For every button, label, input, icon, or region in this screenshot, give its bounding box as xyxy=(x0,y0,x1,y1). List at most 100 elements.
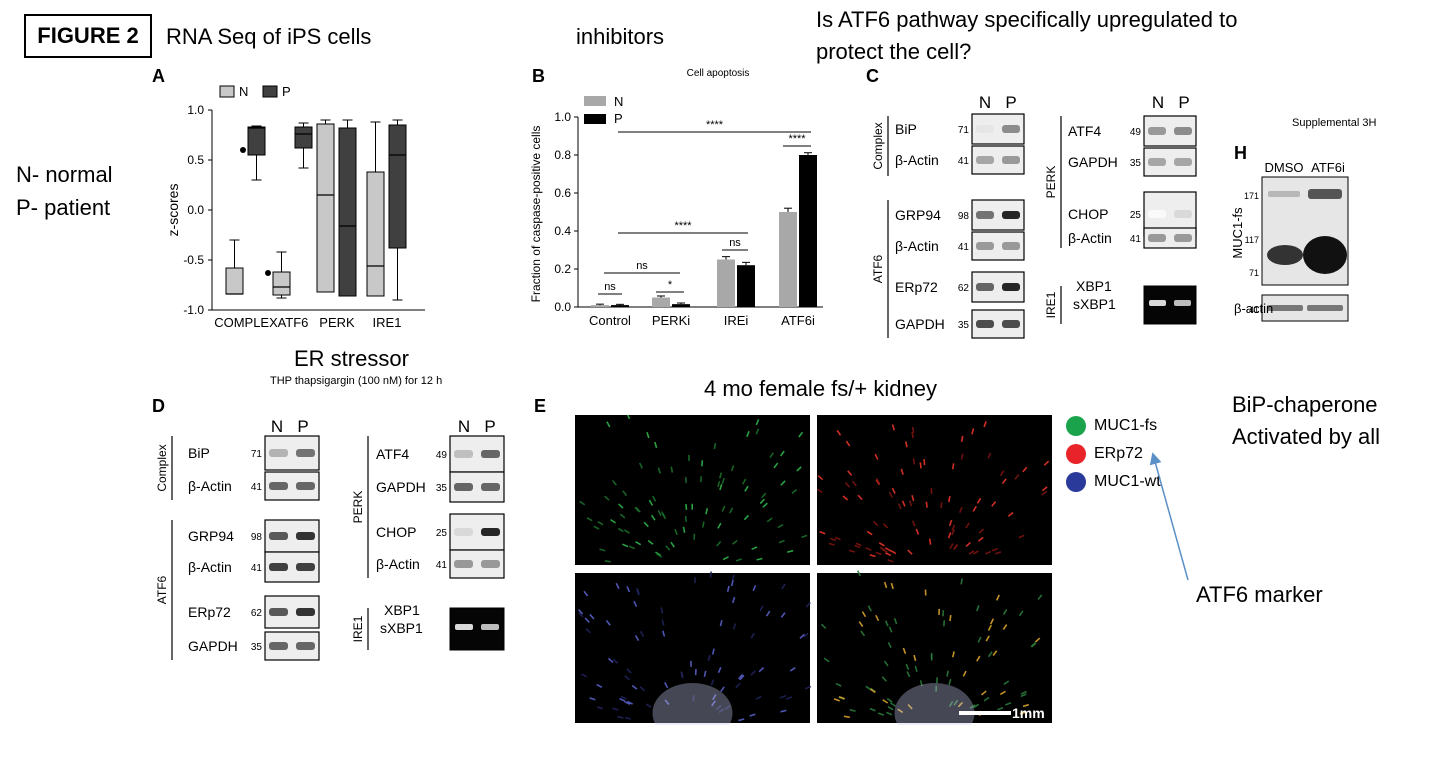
micrograph-tubule xyxy=(995,551,1002,555)
micrograph-tubule xyxy=(923,459,926,466)
box-p xyxy=(388,124,407,249)
h-y-label: MUC1-fs xyxy=(1230,207,1245,259)
micrograph-tubule xyxy=(617,715,624,719)
micrograph-tubule xyxy=(680,671,684,678)
micrograph-tubule xyxy=(664,699,670,706)
blot-strip-band xyxy=(481,560,500,568)
micrograph-tubule xyxy=(1002,609,1008,616)
blot-strip-band xyxy=(269,608,288,616)
micrograph-tubule xyxy=(901,500,906,507)
micrograph-tubule xyxy=(735,682,741,689)
micrograph-tubule xyxy=(617,527,624,533)
legend-muc1-wt: MUC1-wt xyxy=(1066,472,1161,492)
lane-label-atf6i: ATF6i xyxy=(1311,160,1345,175)
blot-strip-band xyxy=(481,483,500,491)
micrograph-tubule xyxy=(919,462,922,469)
micrograph-tubule xyxy=(703,670,707,677)
legend-muc1-fs-label: MUC1-fs xyxy=(1094,417,1158,434)
micrograph-tubule xyxy=(885,547,892,552)
micrograph-tubule xyxy=(773,462,779,469)
micrograph-tubule xyxy=(626,700,634,705)
atf6-marker-note: ATF6 marker xyxy=(1196,582,1323,607)
group-label-ire1: IRE1 xyxy=(351,615,365,642)
micrograph-tubule xyxy=(893,618,898,625)
micrograph-tubule xyxy=(756,557,763,561)
red-dot-icon xyxy=(1066,444,1086,464)
micrograph-tubule xyxy=(583,590,589,597)
mw-label: 62 xyxy=(958,283,970,294)
x-tick-label: IREi xyxy=(724,313,749,328)
micrograph-tubule xyxy=(995,594,1000,601)
micrograph-tubule xyxy=(709,571,712,578)
micrograph-tubule xyxy=(940,502,943,509)
micrograph-tubule xyxy=(875,478,881,485)
xbp1-band xyxy=(1174,300,1191,306)
micrograph-tubule xyxy=(897,708,904,714)
micrograph-papilla xyxy=(652,683,733,725)
micrograph-tubule xyxy=(731,574,735,581)
micrograph-tubule xyxy=(779,694,787,699)
micrograph-tubule xyxy=(999,690,1006,696)
blot-strip-band xyxy=(1002,156,1020,164)
micrograph-tubule xyxy=(1022,466,1028,473)
micrograph-tubule xyxy=(722,556,729,561)
micrograph-tubule xyxy=(951,463,955,470)
x-tick-label: Control xyxy=(589,313,631,328)
micrograph-tubule xyxy=(744,485,749,492)
blot-strip-band xyxy=(1174,234,1192,242)
micrograph-tubule xyxy=(726,585,730,592)
micrograph-bg xyxy=(817,415,1052,565)
blot-label: XBP1 xyxy=(384,602,420,618)
micrograph-tubule xyxy=(983,696,990,702)
micrograph-tubule xyxy=(948,678,952,686)
micrograph-tubule xyxy=(585,627,591,634)
micrograph-tubule xyxy=(906,671,911,678)
micrograph-tubule xyxy=(682,526,686,533)
bar-p xyxy=(672,304,690,307)
micrograph-tubule xyxy=(758,667,765,673)
y-tick-label: 1.0 xyxy=(187,103,204,117)
blot-label: β-Actin xyxy=(188,478,232,494)
micrograph-tubule xyxy=(867,605,872,612)
blot-label: ATF4 xyxy=(376,446,409,462)
micrograph-tubule xyxy=(820,623,827,630)
micrograph-tubule xyxy=(823,657,830,663)
micrograph-tubule xyxy=(953,699,959,706)
legend-erp72: ERp72 xyxy=(1066,444,1161,464)
micrograph-tubule xyxy=(912,458,916,465)
micrograph-tubule xyxy=(596,706,604,710)
micrograph-tubule xyxy=(684,515,688,522)
micrograph-tubule xyxy=(960,453,964,460)
blot-strip-band xyxy=(269,642,288,650)
legend-n-label: N xyxy=(239,84,248,99)
group-label-atf6: ATF6 xyxy=(871,254,885,283)
micrograph-tubule xyxy=(874,453,879,460)
lane-label-n: N xyxy=(979,93,991,112)
micrograph-tubule xyxy=(721,505,726,512)
micrograph-tubule xyxy=(766,517,773,523)
blot-strip-band xyxy=(481,450,500,458)
blot-label: β-Actin xyxy=(376,556,420,572)
micrograph-tubule xyxy=(842,495,849,501)
mw-label: 41 xyxy=(436,560,448,571)
micrograph-tubule xyxy=(900,468,904,475)
blot-strip-band xyxy=(296,449,315,457)
micrograph-tubule xyxy=(854,544,861,549)
blot-strip-band xyxy=(976,283,994,291)
micrograph-tubule xyxy=(699,476,703,483)
micrograph-tubule xyxy=(787,549,794,553)
blot-label: XBP1 xyxy=(1076,278,1112,294)
micrograph-tubule xyxy=(890,702,896,707)
y-tick-label: 0.0 xyxy=(187,203,204,217)
y-tick-label: 0.6 xyxy=(554,186,571,200)
micrograph-tubule xyxy=(962,670,967,677)
blot-label: GRP94 xyxy=(895,207,941,223)
micrograph-tubule xyxy=(997,706,1004,711)
micrograph-tubule xyxy=(705,508,709,515)
micrograph-tubule xyxy=(646,432,650,439)
panel-a-letter: A xyxy=(152,66,165,86)
micrograph-tubule xyxy=(633,600,638,607)
micrograph-tubule xyxy=(904,441,908,448)
micrograph-tubule xyxy=(817,475,824,481)
blot-label: ATF4 xyxy=(1068,123,1101,139)
